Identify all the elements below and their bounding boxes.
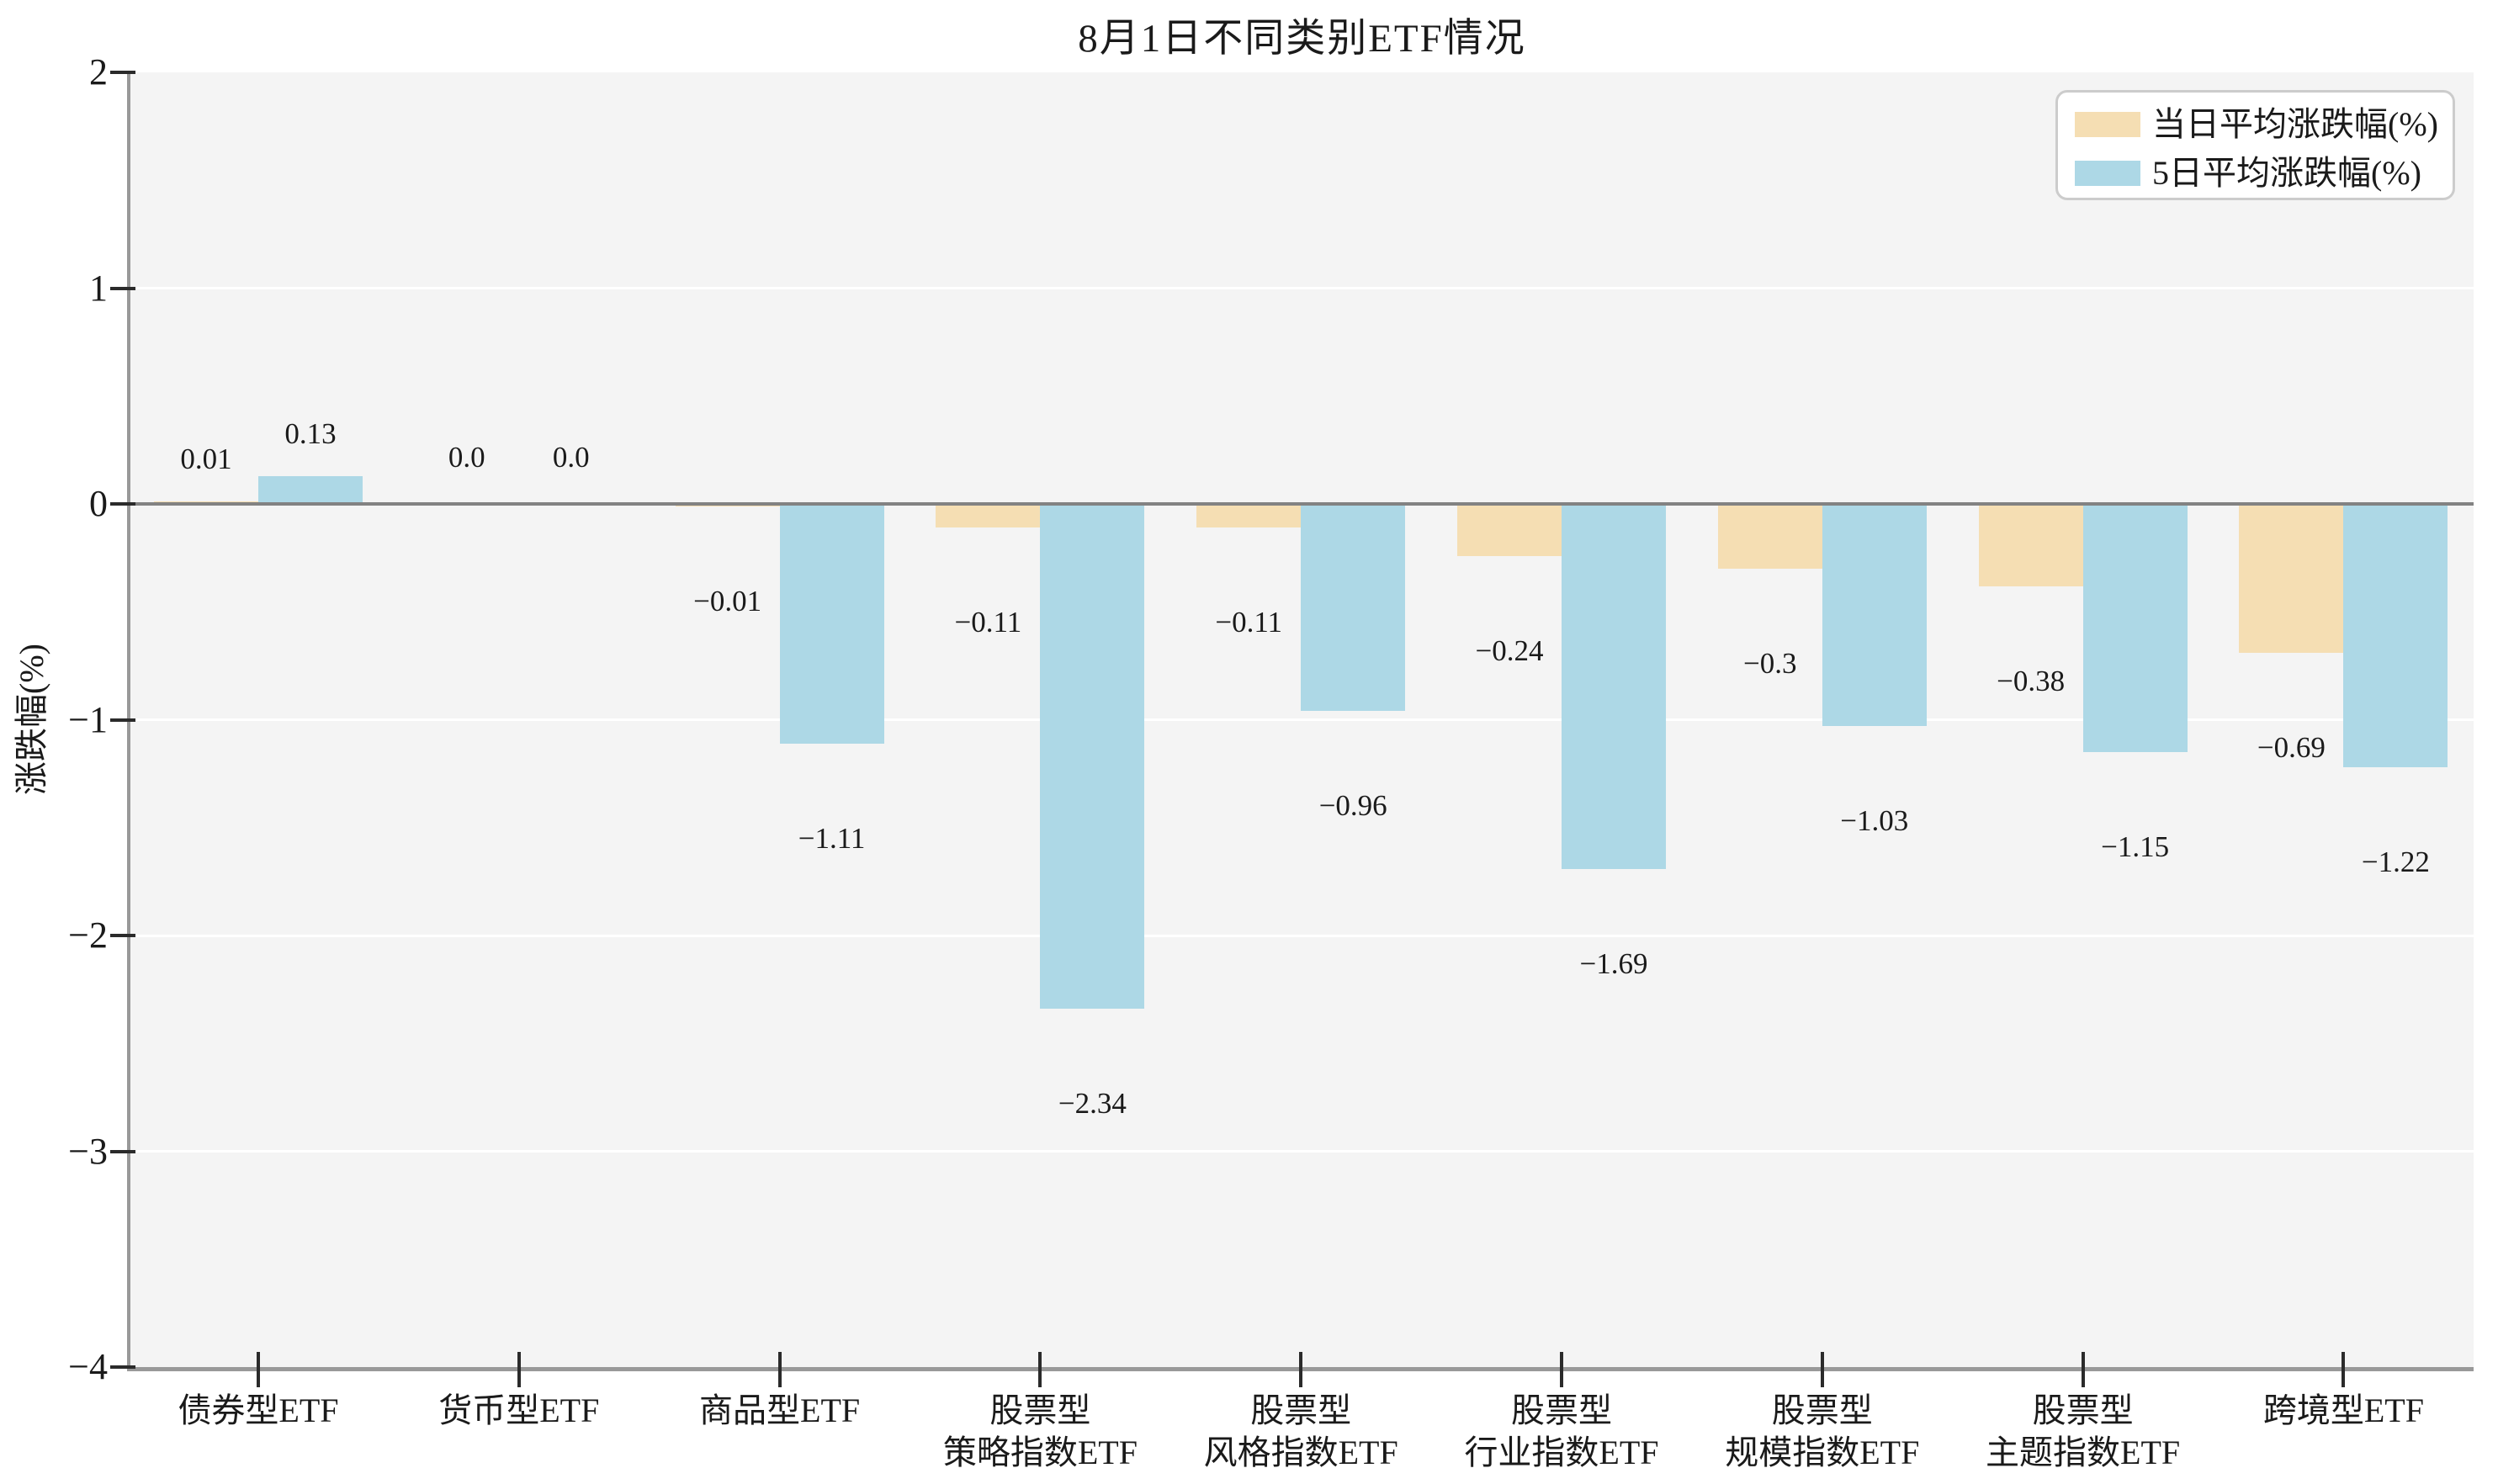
x-category-label-line: 策略指数ETF (942, 1434, 1138, 1471)
bar-value-label: −1.03 (1840, 804, 1909, 838)
bar-series0-cat5 (1457, 504, 1562, 556)
bar-value-label: −0.3 (1743, 647, 1797, 680)
x-category-label: 股票型风格指数ETF (1124, 1390, 1477, 1474)
gridline (130, 287, 2474, 289)
legend-label-daily: 当日平均涨跌幅(%) (2152, 105, 2438, 143)
x-tick (517, 1352, 521, 1387)
x-tick (1299, 1352, 1303, 1387)
y-tick-label: −2 (68, 914, 108, 956)
zero-line (130, 502, 2474, 506)
x-category-label-line: 债券型ETF (178, 1391, 339, 1429)
x-category-label-line: 货币型ETF (438, 1391, 600, 1429)
x-tick (1560, 1352, 1563, 1387)
x-tick (1820, 1352, 1824, 1387)
bar-series0-cat3 (936, 504, 1041, 528)
y-tick-label: −3 (68, 1130, 108, 1172)
y-tick (110, 502, 135, 506)
y-tick (110, 718, 135, 722)
x-tick (1038, 1352, 1042, 1387)
y-axis-spine (127, 72, 130, 1371)
bar-value-label: −0.11 (954, 606, 1022, 639)
gridline (130, 718, 2474, 721)
chart-title: 8月1日不同类别ETF情况 (1078, 17, 1526, 61)
legend-label-5day: 5日平均涨跌幅(%) (2152, 154, 2421, 192)
x-category-label: 债券型ETF (82, 1390, 435, 1432)
bar-series1-cat5 (1562, 504, 1666, 869)
x-category-label-line: 行业指数ETF (1464, 1434, 1659, 1471)
x-category-label-line: 规模指数ETF (1725, 1434, 1920, 1471)
bar-value-label: 0.01 (180, 443, 232, 476)
x-category-label-line: 股票型 (1511, 1391, 1612, 1429)
bar-value-label: −0.11 (1215, 606, 1283, 639)
bar-value-label: −0.24 (1475, 633, 1544, 667)
bar-value-label: −0.38 (1997, 664, 2066, 697)
plot-area (130, 72, 2474, 1367)
x-category-label: 股票型策略指数ETF (863, 1390, 1217, 1474)
bar-series1-cat2 (779, 504, 884, 744)
bar-value-label: −0.69 (2257, 731, 2326, 764)
legend-swatch-5day (2075, 161, 2140, 186)
y-tick-label: 1 (89, 267, 108, 309)
bar-value-label: −1.15 (2101, 830, 2170, 863)
bar-series0-cat7 (1978, 504, 2083, 586)
y-tick (110, 1365, 135, 1369)
legend-swatch-daily (2075, 112, 2140, 137)
x-category-label: 股票型行业指数ETF (1385, 1390, 1738, 1474)
x-tick (777, 1352, 782, 1387)
bar-value-label: 0.13 (284, 416, 337, 450)
bar-series1-cat0 (258, 475, 363, 504)
x-category-label-line: 股票型 (2032, 1391, 2134, 1429)
x-category-label: 股票型主题指数ETF (1907, 1390, 2260, 1474)
legend-item-daily: 当日平均涨跌幅(%) (2058, 108, 2453, 141)
bar-series1-cat6 (1822, 504, 1927, 727)
legend: 当日平均涨跌幅(%) 5日平均涨跌幅(%) (2055, 90, 2455, 200)
x-category-label: 股票型规模指数ETF (1646, 1390, 1999, 1474)
bar-value-label: 0.0 (552, 441, 590, 474)
bar-series1-cat4 (1301, 504, 1406, 712)
x-category-label: 跨境型ETF (2167, 1390, 2498, 1432)
y-tick-label: 2 (89, 51, 108, 93)
bar-value-label: −1.11 (798, 821, 866, 855)
x-category-label-line: 主题指数ETF (1986, 1434, 2181, 1471)
bar-value-label: −0.01 (693, 584, 762, 617)
x-category-label: 商品型ETF (603, 1390, 957, 1432)
y-tick-label: −1 (68, 698, 108, 740)
bar-value-label: −1.22 (2361, 845, 2430, 878)
x-category-label-line: 股票型 (989, 1391, 1091, 1429)
y-tick-label: −4 (68, 1346, 108, 1387)
y-tick (110, 934, 135, 937)
x-category-label-line: 股票型 (1250, 1391, 1352, 1429)
x-category-label-line: 股票型 (1771, 1391, 1873, 1429)
x-category-label-line: 跨境型ETF (2262, 1391, 2424, 1429)
bar-series1-cat3 (1040, 504, 1145, 1010)
y-tick-label: 0 (89, 483, 108, 524)
bar-series1-cat7 (2082, 504, 2188, 752)
x-category-label: 货币型ETF (342, 1390, 696, 1432)
gridline (130, 1150, 2474, 1153)
y-tick (110, 1149, 135, 1153)
x-tick (2342, 1352, 2346, 1387)
bar-value-label: −1.69 (1579, 946, 1648, 980)
x-category-label-line: 商品型ETF (699, 1391, 861, 1429)
bar-series0-cat4 (1196, 504, 1302, 528)
x-category-label-line: 风格指数ETF (1203, 1434, 1398, 1471)
x-tick (257, 1352, 260, 1387)
legend-item-5day: 5日平均涨跌幅(%) (2058, 156, 2453, 190)
x-tick (2081, 1352, 2085, 1387)
bar-series1-cat8 (2343, 504, 2448, 767)
bar-series0-cat8 (2239, 504, 2344, 653)
y-tick (110, 71, 135, 74)
bar-value-label: −0.96 (1318, 789, 1387, 823)
gridline (130, 934, 2474, 937)
y-tick (110, 286, 135, 290)
bar-value-label: 0.0 (448, 441, 485, 474)
bar-series0-cat6 (1717, 504, 1822, 569)
bar-value-label: −2.34 (1058, 1087, 1127, 1121)
